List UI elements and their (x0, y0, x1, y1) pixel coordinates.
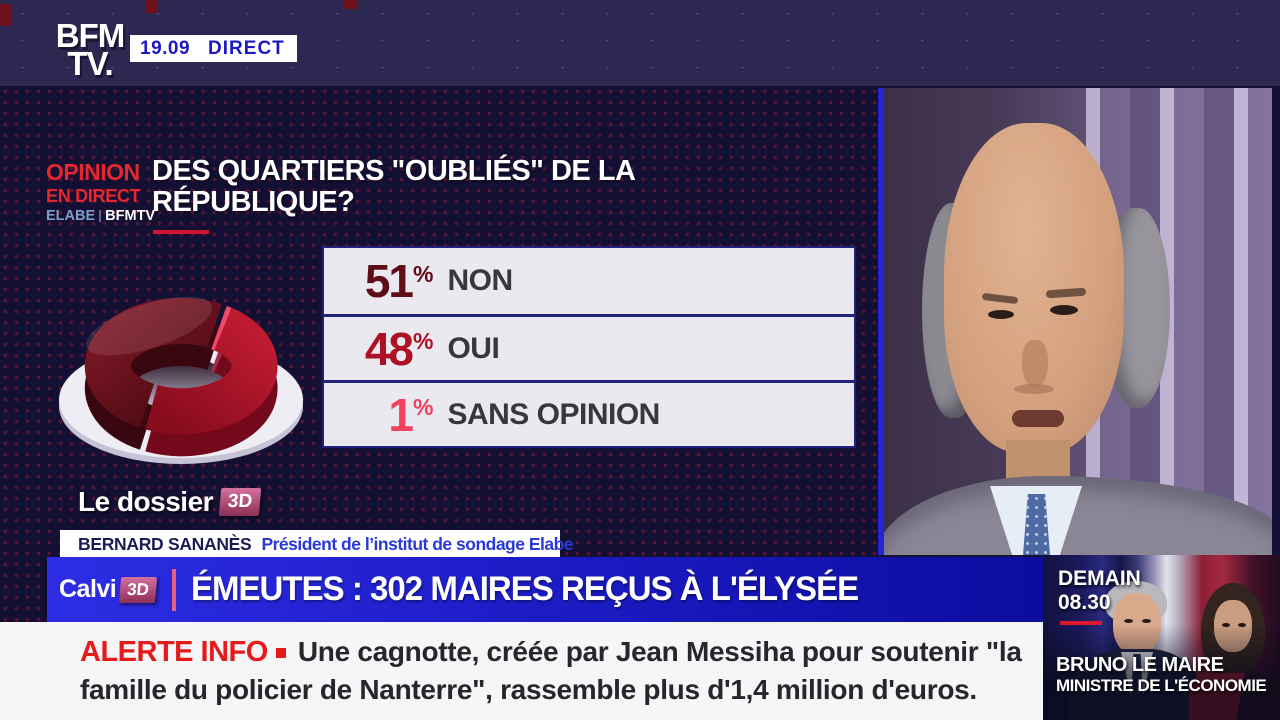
segment-brand-text: Le dossier (78, 486, 214, 517)
program-kicker: OPINION EN DIRECT ELABE BFMTV (46, 161, 155, 224)
poll-value: 48 (364, 322, 414, 375)
promo-guest-title: MINISTRE DE L'ÉCONOMIE (1056, 676, 1267, 695)
guest-eye (1050, 305, 1078, 315)
speaker-banner: BERNARD SANANÈS Président de l’institut … (60, 530, 574, 558)
deco-red-block (0, 4, 12, 26)
3d-badge: 3D (218, 488, 262, 516)
banner-headline: ÉMEUTES : 302 MAIRES REÇUS À L'ÉLYSÉE (191, 570, 859, 608)
bfmtv-brand: BFMTV (105, 208, 156, 224)
percent-sign: % (413, 260, 434, 287)
promo-shade (1043, 555, 1280, 720)
guest-mouth (1012, 410, 1064, 427)
clock: 19.09 (140, 37, 191, 59)
guest-video-feed (884, 88, 1272, 555)
alert-label: ALERTE INFO (80, 636, 268, 668)
deco-red-block (146, 0, 158, 13)
poll-label: NON (447, 264, 513, 297)
banner-separator (172, 568, 177, 611)
guest-eye (988, 310, 1014, 319)
time-live-bar: 19.09 DIRECT (130, 35, 297, 62)
show-brand: Calvi (59, 575, 117, 603)
channel-logo: BFM TV. (52, 17, 128, 83)
percent-sign: % (413, 328, 434, 354)
deco-red-block (344, 0, 357, 9)
channel-logo-line2: TV. (67, 45, 113, 83)
speaker-title: Président de l’institut de sondage Elabe (261, 533, 574, 554)
speaker-name: BERNARD SANANÈS (78, 533, 252, 554)
live-badge: DIRECT (208, 37, 285, 59)
brand-divider (99, 210, 102, 223)
elabe-brand: ELABE (46, 208, 96, 224)
guest-nose-shadow (1014, 384, 1054, 394)
video-left-accent (878, 88, 884, 555)
donut-svg (59, 296, 303, 464)
guest-nose (1022, 340, 1048, 388)
poll-value: 51 (364, 255, 414, 307)
poll-label: OUI (447, 331, 500, 365)
top-bar: BFM TV. 19.09 DIRECT (0, 0, 1280, 86)
ticker-content: ALERTE INFO Une cagnotte, créée par Jean … (80, 633, 1032, 708)
3d-badge: 3D (119, 576, 158, 603)
poll-row-sans-opinion: 1 % SANS OPINION (324, 380, 854, 446)
headline-underline (153, 230, 209, 234)
alert-bullet-icon (275, 648, 286, 658)
kicker-brands: ELABE BFMTV (46, 209, 155, 224)
poll-label: SANS OPINION (447, 397, 660, 431)
headline-banner: Calvi 3D ÉMEUTES : 302 MAIRES REÇUS À L'… (47, 557, 1043, 622)
donut-sheen (85, 296, 213, 356)
segment-brand: Le dossier 3D (78, 486, 262, 518)
kicker-line1: OPINION (46, 159, 140, 185)
promo-guest-name: BRUNO LE MAIRE (1056, 654, 1224, 676)
percent-sign: % (413, 394, 434, 420)
next-show-promo: DEMAIN 08.30 BRUNO LE MAIRE MINISTRE DE … (1043, 555, 1280, 720)
promo-red-underline (1060, 621, 1102, 625)
poll-question-headline: DES QUARTIERS "OUBLIÉS" DE LA RÉPUBLIQUE… (152, 155, 635, 219)
alert-ticker: ALERTE INFO Une cagnotte, créée par Jean … (0, 622, 1043, 720)
guest-tie (1023, 494, 1050, 555)
poll-donut-chart-3d (52, 248, 314, 468)
poll-results-panel: 51 % NON 48 % OUI 1 % SANS OPINION (322, 246, 856, 448)
poll-row-oui: 48 % OUI (324, 314, 854, 380)
poll-value: 1 (388, 388, 414, 441)
promo-day: DEMAIN (1058, 567, 1141, 590)
ticker-text: Une cagnotte, créée par Jean Messiha pou… (80, 636, 1022, 705)
kicker-line2: EN DIRECT (46, 186, 141, 206)
channel-logo-line1: BFM (55, 17, 125, 54)
guest-face (944, 123, 1124, 453)
poll-row-non: 51 % NON (324, 248, 854, 314)
promo-time: 08.30 (1058, 591, 1111, 614)
donut-top-segments (84, 297, 278, 435)
